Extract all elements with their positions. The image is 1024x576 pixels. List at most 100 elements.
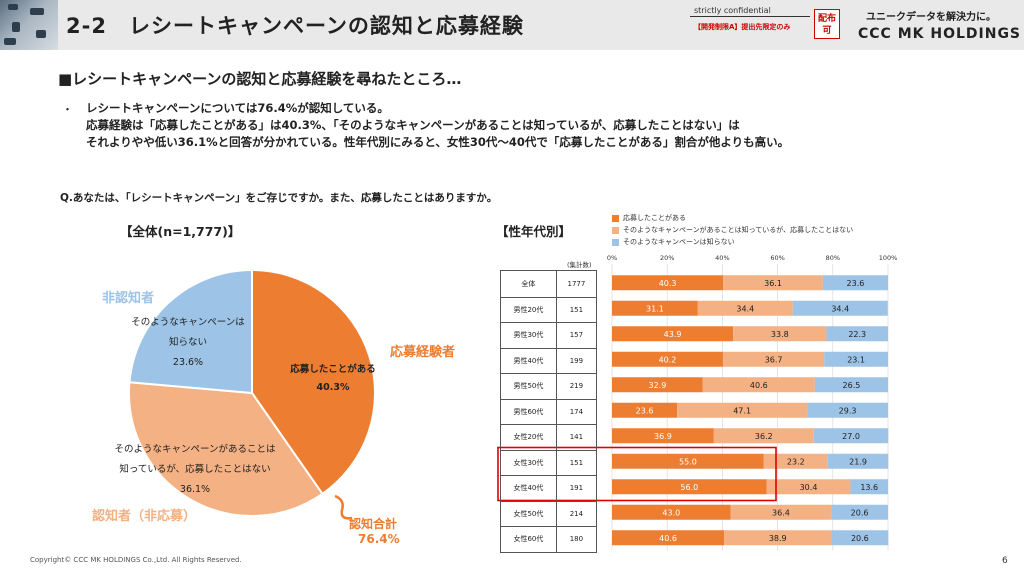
bar-data-label: 38.9 xyxy=(769,534,787,543)
segment-n: 199 xyxy=(569,356,584,365)
company-slogan: ユニークデータを解決力に。 xyxy=(866,12,996,23)
segment-label: 全体 xyxy=(501,271,557,297)
bar-data-label: 23.6 xyxy=(847,279,865,288)
segment-label: 女性30代 xyxy=(501,450,557,475)
legend-swatch-aware xyxy=(612,226,619,234)
segment-n: 191 xyxy=(569,484,584,493)
bar-segment-unaware xyxy=(807,402,888,418)
overall-chart-title: 【全体(n=1,777)】 xyxy=(120,224,241,239)
segment-n: 157 xyxy=(569,331,584,340)
bar-segment-unaware xyxy=(850,479,888,495)
segment-n: 151 xyxy=(569,458,584,467)
bar-segment-unaware xyxy=(824,351,888,367)
bar-segment-applied xyxy=(612,402,678,418)
header-bar: 2-2 レシートキャンペーンの認知と応募経験 strictly confiden… xyxy=(0,0,1024,50)
bar-data-label: 30.4 xyxy=(800,483,818,492)
x-tick-label: 0% xyxy=(607,254,617,262)
pie-slice-aware xyxy=(128,381,324,517)
segment-n: 180 xyxy=(569,535,584,544)
segment-n: 219 xyxy=(569,382,584,391)
segment-label: 女性50代 xyxy=(501,501,557,526)
table-row: 女性20代 141 xyxy=(501,424,596,450)
legend-swatch-unaware xyxy=(612,238,619,246)
aware-group-label: 認知者（非応募） xyxy=(92,509,197,524)
bar-data-label: 36.4 xyxy=(772,508,790,517)
bar-data-label: 40.3 xyxy=(659,279,677,288)
x-tick-label: 100% xyxy=(879,254,898,262)
pie-label-applied-text: 応募したことがある xyxy=(290,364,376,375)
bar-data-label: 36.2 xyxy=(755,432,773,441)
bar-segment-applied xyxy=(612,530,725,546)
pie-label-unaware-value: 23.6% xyxy=(172,357,204,368)
bar-data-label: 27.0 xyxy=(842,432,860,441)
segment-n: 1777 xyxy=(567,279,586,288)
total-aware-title: 認知合計 xyxy=(349,517,398,531)
table-row: 男性20代 151 xyxy=(501,296,596,322)
survey-question: Q.あなたは、「レシートキャンペーン」をご存じですか。また、応募したことはありま… xyxy=(60,192,498,204)
bar-data-label: 40.6 xyxy=(750,381,768,390)
bar-data-label: 40.6 xyxy=(659,534,677,543)
bar-segment-aware xyxy=(766,479,851,495)
pie-label-aware-text-1: そのようなキャンペーンがあることは xyxy=(114,444,276,455)
bar-data-label: 22.3 xyxy=(848,330,866,339)
bar-segment-aware xyxy=(697,300,793,316)
x-tick-label: 60% xyxy=(770,254,784,262)
x-tick-label: 40% xyxy=(715,254,729,262)
bar-data-label: 43.0 xyxy=(662,508,680,517)
table-row: 女性30代 151 xyxy=(501,449,596,475)
bar-data-label: 33.8 xyxy=(771,330,789,339)
applied-group-label: 応募経験者 xyxy=(390,345,456,360)
segment-n: 151 xyxy=(569,305,584,314)
table-row: 女性40代 191 xyxy=(501,475,596,501)
bar-segment-unaware xyxy=(813,428,889,444)
segment-n: 141 xyxy=(569,433,584,442)
segment-label: 男性40代 xyxy=(501,348,557,373)
pie-label-applied: 応募したことがある 40.3% xyxy=(280,361,386,397)
bar-segment-applied xyxy=(612,377,703,393)
header-decoration xyxy=(0,0,58,50)
pie-slice-applied xyxy=(251,268,376,496)
bar-segment-aware xyxy=(724,530,832,546)
segment-label: 男性60代 xyxy=(501,399,557,424)
bar-data-label: 36.1 xyxy=(764,279,782,288)
bar-segment-unaware xyxy=(792,300,888,316)
bar-segment-applied xyxy=(612,504,731,520)
bar-segment-applied xyxy=(612,479,767,495)
segment-label: 男性20代 xyxy=(501,297,557,322)
bar-segment-aware xyxy=(677,402,808,418)
legend-text-unaware: そのようなキャンペーンは知らない xyxy=(623,238,735,246)
bar-data-label: 34.4 xyxy=(831,304,849,313)
bar-data-label: 13.6 xyxy=(860,483,878,492)
bar-segment-applied xyxy=(612,275,724,291)
legend-item-aware: そのようなキャンペーンがあることは知っているが、応募したことはない xyxy=(612,224,853,236)
non-aware-group-label: 非認知者 xyxy=(102,291,155,306)
legend-item-unaware: そのようなキャンペーンは知らない xyxy=(612,236,853,248)
bar-segment-applied xyxy=(612,428,714,444)
x-tick-label: 20% xyxy=(660,254,674,262)
table-row: 男性40代 199 xyxy=(501,347,596,373)
bar-data-label: 29.3 xyxy=(839,406,857,415)
page-subtitle: ■レシートキャンペーンの認知と応募経験を尋ねたところ… xyxy=(58,70,462,88)
bar-segment-aware xyxy=(713,428,814,444)
table-row: 女性50代 214 xyxy=(501,500,596,526)
table-row: 男性60代 174 xyxy=(501,398,596,424)
bar-data-label: 20.6 xyxy=(851,508,869,517)
bar-segment-unaware xyxy=(831,530,889,546)
segment-label: 女性60代 xyxy=(501,527,557,552)
bullet-dot: ・ xyxy=(62,103,73,116)
bar-data-label: 23.1 xyxy=(847,355,865,364)
company-logo: CCC MK HOLDINGS xyxy=(858,26,1022,42)
n-column-header: (集計数) xyxy=(567,261,592,269)
legend-item-applied: 応募したことがある xyxy=(612,212,853,224)
pie-label-aware-text-2: 知っているが、応募したことはない xyxy=(119,464,271,475)
segment-label: 男性50代 xyxy=(501,374,557,399)
table-row: 男性30代 157 xyxy=(501,322,596,348)
summary-line-1: レシートキャンペーンについては76.4%が認知している。 xyxy=(86,101,389,115)
bar-data-label: 47.1 xyxy=(733,406,751,415)
pie-label-unaware: そのようなキャンペーンは 知らない 23.6% xyxy=(118,313,258,373)
segment-label: 女性20代 xyxy=(501,425,557,450)
legend-text-applied: 応募したことがある xyxy=(623,214,686,222)
table-row: 全体 1777 xyxy=(501,271,596,297)
pie-slice-unaware xyxy=(128,268,253,395)
